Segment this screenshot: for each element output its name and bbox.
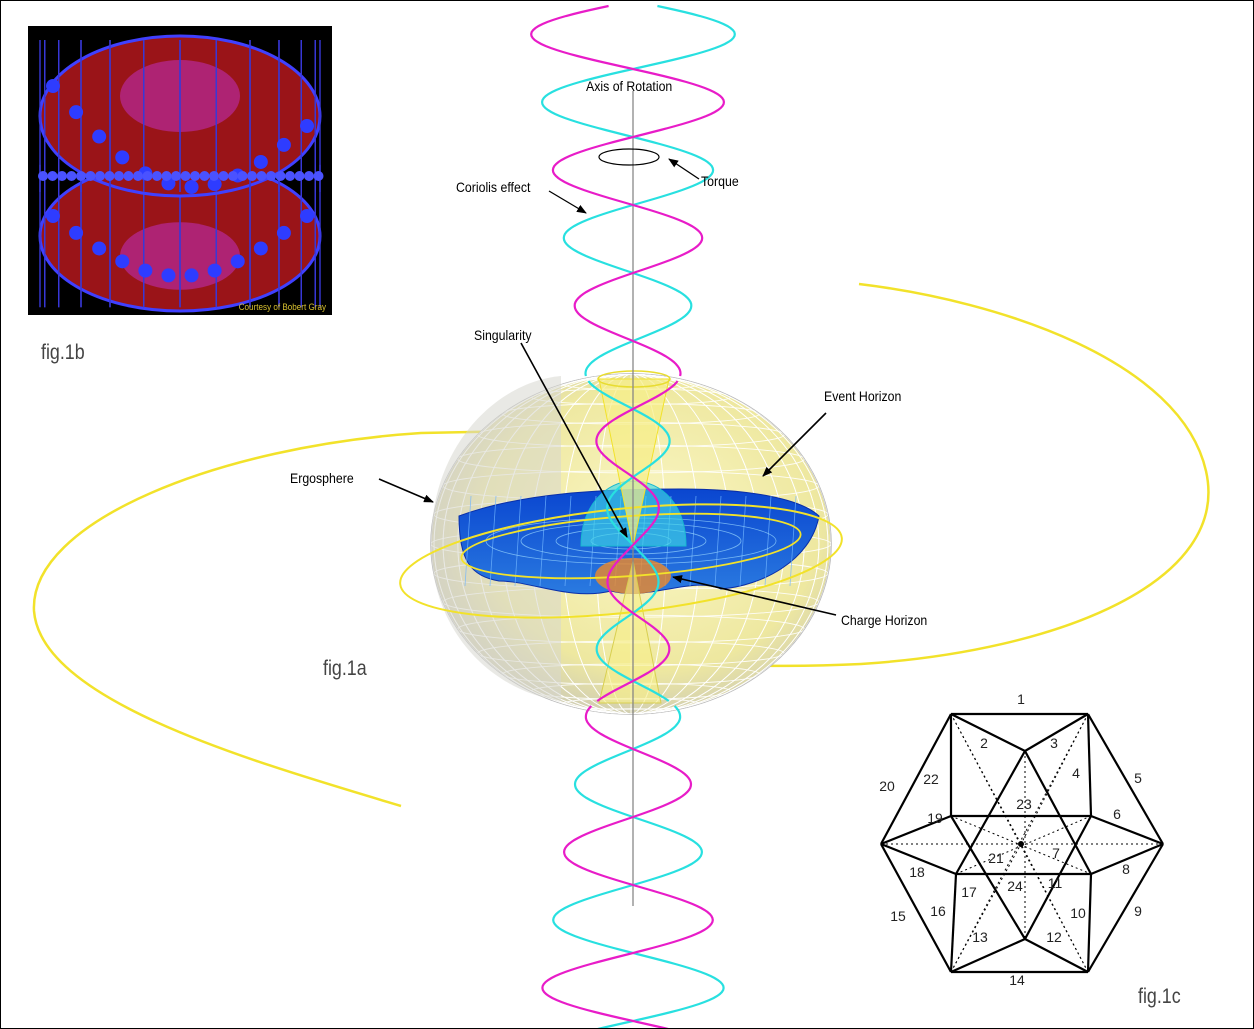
coriolis-arrow xyxy=(548,190,587,214)
fig1c-label-24: 24 xyxy=(1007,878,1023,894)
fig1c-label-13: 13 xyxy=(972,929,988,945)
lower-cone xyxy=(598,560,662,704)
label-torque: Torque xyxy=(701,173,739,189)
fig1c-label-17: 17 xyxy=(961,884,977,900)
fig1c-label-19: 19 xyxy=(927,810,943,826)
fig1c-label-23: 23 xyxy=(1016,796,1032,812)
upper-cone xyxy=(598,378,670,547)
torque-arrow xyxy=(668,158,700,180)
torus-render xyxy=(38,34,324,313)
fig1b-credit: Courtesy of Bobert Gray xyxy=(238,302,326,312)
ergosphere-arrow xyxy=(378,478,434,503)
fig1c-label-4: 4 xyxy=(1072,765,1080,781)
coriolis-helices xyxy=(530,4,736,1028)
fig1c-label-22: 22 xyxy=(923,771,939,787)
fig1c-label-20: 20 xyxy=(879,778,895,794)
fig1c-label-12: 12 xyxy=(1046,929,1062,945)
label-axis-of-rotation: Axis of Rotation xyxy=(586,78,673,94)
fig1c-label-6: 6 xyxy=(1113,806,1121,822)
label-ergosphere: Ergosphere xyxy=(290,470,354,486)
label-singularity: Singularity xyxy=(474,327,532,343)
outer-orbit-spiral xyxy=(32,429,522,808)
fig1c-label-3: 3 xyxy=(1050,735,1058,751)
fig1c-label-10: 10 xyxy=(1070,905,1086,921)
singularity-arrow xyxy=(520,342,628,538)
fig1c-label-5: 5 xyxy=(1134,770,1142,786)
charge-horizon-arrow xyxy=(672,575,837,616)
label-event-horizon: Event Horizon xyxy=(824,388,902,404)
label-coriolis-effect: Coriolis effect xyxy=(456,179,531,195)
fig1c-label-8: 8 xyxy=(1122,861,1130,877)
fig1c-label-14: 14 xyxy=(1009,972,1025,988)
fig1c-label-18: 18 xyxy=(909,864,925,880)
fig1c-label-21: 21 xyxy=(988,850,1004,866)
fig1b-caption: fig.1b xyxy=(41,341,85,364)
fig1c-label-15: 15 xyxy=(890,908,906,924)
fig1c-label-1: 1 xyxy=(1017,691,1025,707)
fig1c-label-2: 2 xyxy=(980,735,988,751)
torque-loop xyxy=(598,148,660,166)
fig1b-torus-image: Courtesy of Bobert Gray xyxy=(28,26,332,315)
label-charge-horizon: Charge Horizon xyxy=(841,612,928,628)
fig1c-caption: fig.1c xyxy=(1138,985,1181,1008)
event-horizon-arrow xyxy=(762,412,827,477)
inner-orbit xyxy=(399,503,843,619)
fig1a-caption: fig.1a xyxy=(323,657,367,680)
fig1c-label-7: 7 xyxy=(1052,845,1060,861)
fig1c-label-11: 11 xyxy=(1048,875,1063,891)
fig1c-label-16: 16 xyxy=(930,903,946,919)
fig1c-label-9: 9 xyxy=(1134,903,1142,919)
